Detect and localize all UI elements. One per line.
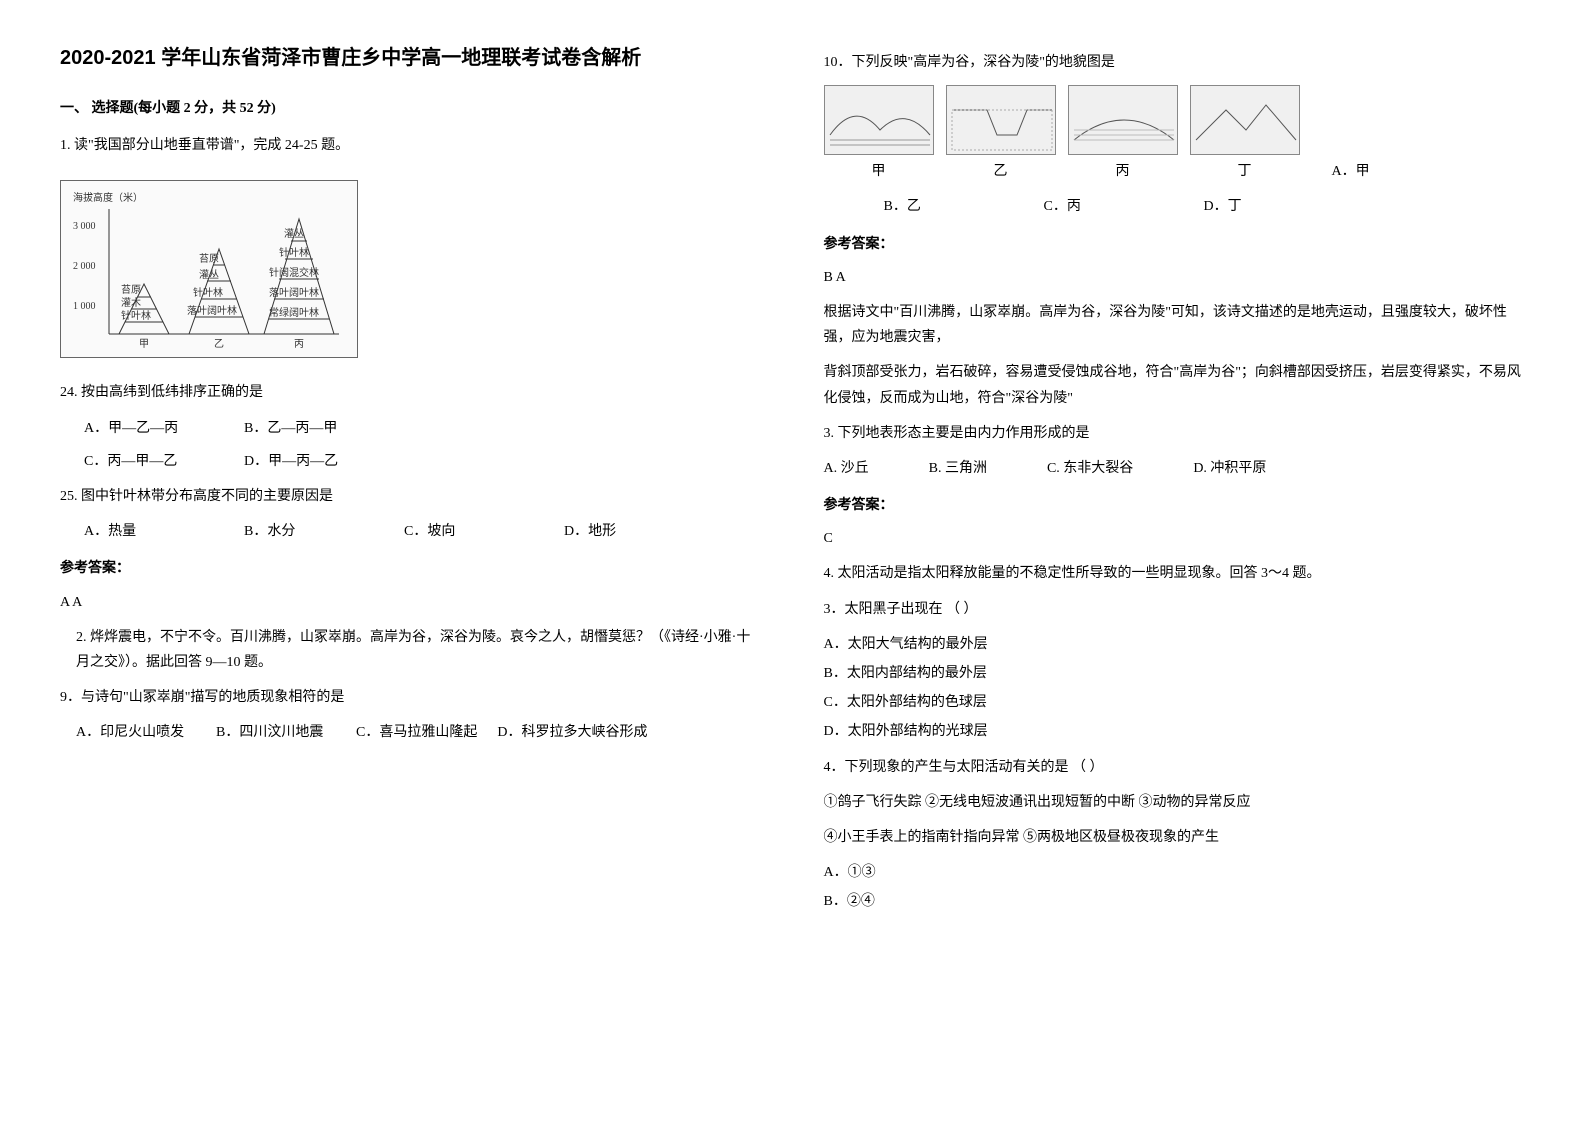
q1-sub24-stem: 24. 按由高纬到低纬排序正确的是: [60, 380, 764, 405]
q2-sub10-stem: 10．下列反映"高岸为谷，深谷为陵"的地貌图是: [824, 50, 1528, 75]
diagram-caption: 海拔高度（米）: [73, 191, 143, 204]
img-label: 丁: [1190, 159, 1300, 184]
svg-text:针叶林: 针叶林: [193, 286, 223, 299]
xlabel-c: 丙: [294, 339, 304, 349]
svg-text:苔原: 苔原: [121, 283, 141, 296]
option-c: C. 东非大裂谷: [1047, 456, 1133, 481]
svg-text:灌木: 灌木: [121, 297, 141, 309]
right-column: 10．下列反映"高岸为谷，深谷为陵"的地貌图是 甲 乙 丙: [824, 40, 1528, 921]
svg-text:针阔混交林: 针阔混交林: [269, 266, 319, 279]
svg-text:落叶阔叶林: 落叶阔叶林: [187, 304, 237, 317]
image-cell-bing: 丙: [1068, 85, 1178, 184]
option-b: B．乙—丙—甲: [244, 416, 364, 441]
option-a: A．甲: [1332, 159, 1370, 184]
q2-intro: 2. 烨烨震电，不宁不令。百川沸腾，山冢崒崩。高岸为谷，深谷为陵。哀今之人，胡憯…: [76, 625, 764, 675]
option-d: D．丁: [1204, 194, 1324, 219]
q4-sub4-options: A．①③ B．②④: [824, 860, 1528, 914]
img-label: 甲: [824, 159, 934, 184]
option-b: B．太阳内部结构的最外层: [824, 661, 1528, 686]
option-d: D．科罗拉多大峡谷形成: [497, 720, 647, 745]
answer-label: 参考答案：: [824, 232, 1528, 257]
answer-value: B A: [824, 265, 1528, 290]
q4-sub3-stem: 3．太阳黑子出现在 （ ）: [824, 597, 1528, 622]
answer-label: 参考答案：: [60, 556, 764, 581]
option-d: D．太阳外部结构的光球层: [824, 719, 1528, 744]
option-a: A．①③: [824, 860, 1528, 885]
option-c: C．喜马拉雅山隆起: [356, 720, 477, 745]
svg-text:针叶林: 针叶林: [279, 246, 309, 259]
option-d: D．甲—丙—乙: [244, 449, 364, 474]
q4-sub3-options: A．太阳大气结构的最外层 B．太阳内部结构的最外层 C．太阳外部结构的色球层 D…: [824, 632, 1528, 745]
q1-sub25-stem: 25. 图中针叶林带分布高度不同的主要原因是: [60, 484, 764, 509]
vertical-band-diagram: 海拔高度（米） 3 000 2 000 1 000 苔原 灌木 针叶林 甲: [69, 189, 349, 349]
q4-sub4-stem: 4．下列现象的产生与太阳活动有关的是 （ ）: [824, 755, 1528, 780]
svg-text:灌丛: 灌丛: [284, 228, 304, 240]
img-label: 乙: [946, 159, 1056, 184]
option-c: C．丙—甲—乙: [84, 449, 204, 474]
ytick-1000: 1 000: [73, 301, 96, 312]
answer-value: A A: [60, 590, 764, 615]
page-title: 2020-2021 学年山东省菏泽市曹庄乡中学高一地理联考试卷含解析: [60, 40, 764, 76]
option-b: B．②④: [824, 889, 1528, 914]
image-cell-ding: 丁: [1190, 85, 1300, 184]
left-column: 2020-2021 学年山东省菏泽市曹庄乡中学高一地理联考试卷含解析 一、 选择…: [60, 40, 764, 921]
ytick-2000: 2 000: [73, 261, 96, 272]
q1-sub24-options-2: C．丙—甲—乙 D．甲—丙—乙: [84, 449, 764, 474]
ytick-3000: 3 000: [73, 221, 96, 232]
option-c: C．丙: [1044, 194, 1164, 219]
svg-text:落叶阔叶林: 落叶阔叶林: [269, 286, 319, 299]
q4-sub4-items2: ④小王手表上的指南针指向异常 ⑤两极地区极昼极夜现象的产生: [824, 825, 1528, 850]
svg-text:灌丛: 灌丛: [199, 269, 219, 281]
section-header: 一、 选择题(每小题 2 分，共 52 分): [60, 96, 764, 121]
mountain-band-svg: 海拔高度（米） 3 000 2 000 1 000 苔原 灌木 针叶林 甲: [69, 189, 349, 349]
q2-sub9-options: A．印尼火山喷发 B．四川汶川地震 C．喜马拉雅山隆起 D．科罗拉多大峡谷形成: [76, 720, 764, 745]
svg-text:常绿阔叶林: 常绿阔叶林: [269, 306, 319, 319]
svg-text:苔原: 苔原: [199, 252, 219, 265]
xlabel-b: 乙: [214, 338, 224, 349]
image-cell-jia: 甲: [824, 85, 934, 184]
option-a: A．印尼火山喷发: [76, 720, 196, 745]
landform-img-ding: [1190, 85, 1300, 155]
q1-diagram: 海拔高度（米） 3 000 2 000 1 000 苔原 灌木 针叶林 甲: [60, 180, 358, 358]
q4-intro: 4. 太阳活动是指太阳释放能量的不稳定性所导致的一些明显现象。回答 3～4 题。: [824, 561, 1528, 586]
image-cell-yi: 乙: [946, 85, 1056, 184]
answer-label: 参考答案：: [824, 493, 1528, 518]
option-b: B．四川汶川地震: [216, 720, 336, 745]
svg-text:针叶林: 针叶林: [121, 309, 151, 322]
option-a: A. 沙丘: [824, 456, 869, 481]
q2-sub9-stem: 9．与诗句"山冢崒崩"描写的地质现象相符的是: [60, 685, 764, 710]
q2-explanation-2: 背斜顶部受张力，岩石破碎，容易遭受侵蚀成谷地，符合"高岸为谷"；向斜槽部因受挤压…: [824, 360, 1528, 410]
landform-img-yi: [946, 85, 1056, 155]
q2-sub10-images: 甲 乙 丙 丁 A．甲: [824, 85, 1528, 184]
answer-value: C: [824, 526, 1528, 551]
exam-page: 2020-2021 学年山东省菏泽市曹庄乡中学高一地理联考试卷含解析 一、 选择…: [60, 40, 1527, 921]
landform-img-jia: [824, 85, 934, 155]
q1-stem: 1. 读"我国部分山地垂直带谱"，完成 24-25 题。: [60, 133, 764, 158]
xlabel-a: 甲: [139, 339, 149, 349]
landform-img-bing: [1068, 85, 1178, 155]
option-a: A．热量: [84, 519, 204, 544]
q1-sub25-options: A．热量 B．水分 C．坡向 D．地形: [84, 519, 764, 544]
option-a: A．甲—乙—丙: [84, 416, 204, 441]
option-c: C．坡向: [404, 519, 524, 544]
q2-explanation-1: 根据诗文中"百川沸腾，山冢崒崩。高岸为谷，深谷为陵"可知，该诗文描述的是地壳运动…: [824, 300, 1528, 350]
option-b: B．水分: [244, 519, 364, 544]
option-b: B．乙: [884, 194, 1004, 219]
option-c: C．太阳外部结构的色球层: [824, 690, 1528, 715]
option-b: B. 三角洲: [929, 456, 987, 481]
option-d: D．地形: [564, 519, 684, 544]
q3-stem: 3. 下列地表形态主要是由内力作用形成的是: [824, 421, 1528, 446]
option-d: D. 冲积平原: [1193, 456, 1266, 481]
option-a: A．太阳大气结构的最外层: [824, 632, 1528, 657]
q2-sub10-options: B．乙 C．丙 D．丁: [884, 194, 1528, 219]
q1-sub24-options: A．甲—乙—丙 B．乙—丙—甲: [84, 416, 764, 441]
img-label: 丙: [1068, 159, 1178, 184]
q3-options: A. 沙丘 B. 三角洲 C. 东非大裂谷 D. 冲积平原: [824, 456, 1528, 481]
q4-sub4-items: ①鸽子飞行失踪 ②无线电短波通讯出现短暂的中断 ③动物的异常反应: [824, 790, 1528, 815]
